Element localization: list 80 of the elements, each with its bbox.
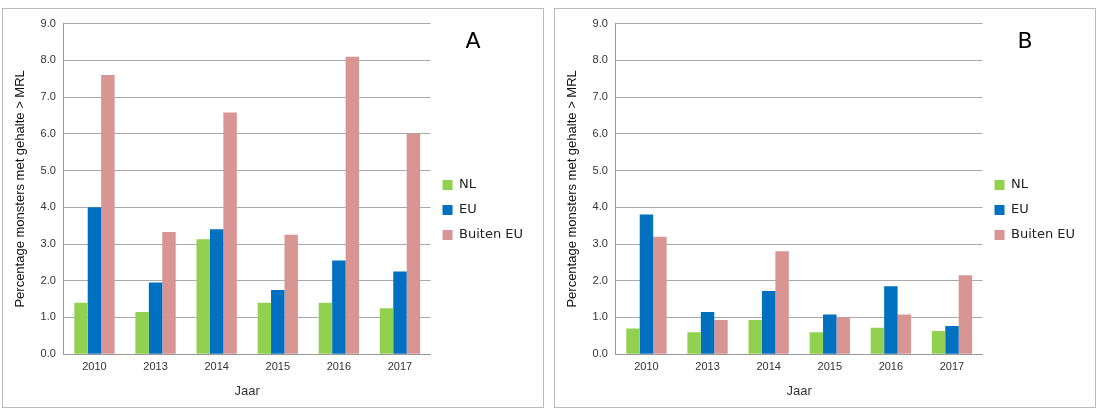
bar [870, 327, 885, 354]
y-tick-label: 2.0 [40, 273, 56, 286]
y-axis-title: Percentage monsters met gehalte > MRL [12, 70, 28, 308]
bar [958, 275, 973, 354]
legend-label: EU [459, 201, 477, 217]
bar [884, 286, 898, 354]
legend-label: NL [1011, 176, 1029, 192]
bar [135, 311, 149, 354]
bar [332, 260, 346, 354]
bar [687, 332, 701, 354]
y-axis-title: Percentage monsters met gehalte > MRL [564, 70, 580, 308]
y-tick-label: 8.0 [40, 53, 56, 66]
y-tick-label: 9.0 [592, 16, 608, 29]
bar [626, 328, 640, 354]
bar [257, 302, 272, 354]
x-axis-title: Jaar [786, 382, 813, 398]
y-tick-label: 7.0 [40, 90, 56, 103]
y-tick-label: 6.0 [40, 126, 56, 139]
legend-label: EU [1011, 201, 1029, 217]
y-tick-label: 5.0 [40, 163, 56, 176]
x-tick-label: 2015 [817, 359, 843, 372]
bar [379, 308, 394, 354]
bar [931, 331, 946, 354]
x-tick-label: 2017 [939, 359, 965, 372]
legend-label: Buiten EU [1011, 226, 1075, 242]
legend-label: Buiten EU [459, 226, 523, 242]
bar [700, 311, 715, 354]
x-tick-label: 2010 [634, 359, 659, 372]
x-axis-title: Jaar [234, 382, 261, 398]
bar [148, 282, 163, 354]
bar [761, 291, 776, 354]
bar [271, 289, 285, 354]
legend-label: NL [459, 176, 477, 192]
y-tick-label: 6.0 [592, 126, 608, 139]
bar [653, 236, 667, 354]
bar [809, 332, 824, 354]
y-tick-label: 2.0 [592, 273, 608, 286]
bar [318, 302, 333, 354]
y-tick-label: 4.0 [40, 200, 56, 213]
bar [209, 229, 224, 354]
x-tick-label: 2014 [204, 359, 229, 372]
y-tick-label: 1.0 [40, 310, 56, 323]
x-tick-label: 2015 [265, 359, 291, 372]
bar [393, 271, 407, 354]
bar [223, 112, 237, 354]
y-tick-label: 0.0 [592, 347, 608, 360]
bar [74, 302, 88, 354]
y-tick-label: 9.0 [40, 16, 56, 29]
text: A [465, 28, 481, 54]
bar [775, 251, 789, 354]
y-tick-label: 8.0 [592, 53, 608, 66]
x-tick-label: 2016 [326, 359, 352, 372]
y-tick-label: 3.0 [40, 237, 56, 250]
bar [406, 133, 421, 354]
bar [897, 314, 912, 354]
x-tick-label: 2010 [82, 359, 107, 372]
text: B [1017, 28, 1033, 54]
bar [748, 320, 762, 354]
bar [836, 317, 850, 354]
bar [196, 239, 210, 354]
bar [87, 207, 102, 354]
bar [945, 325, 959, 354]
x-tick-label: 2013 [695, 359, 720, 372]
bar [714, 320, 728, 354]
bar [639, 214, 654, 354]
bar [345, 56, 360, 354]
y-tick-label: 4.0 [592, 200, 608, 213]
x-tick-label: 2014 [756, 359, 781, 372]
x-tick-label: 2013 [143, 359, 168, 372]
bar [101, 75, 115, 354]
y-tick-label: 3.0 [592, 237, 608, 250]
bar [284, 234, 298, 354]
bar [823, 314, 837, 354]
y-tick-label: 7.0 [592, 90, 608, 103]
y-tick-label: 0.0 [40, 347, 56, 360]
y-tick-label: 1.0 [592, 310, 608, 323]
x-tick-label: 2016 [878, 359, 904, 372]
bar [162, 231, 176, 354]
y-tick-label: 5.0 [592, 163, 608, 176]
x-tick-label: 2017 [387, 359, 413, 372]
